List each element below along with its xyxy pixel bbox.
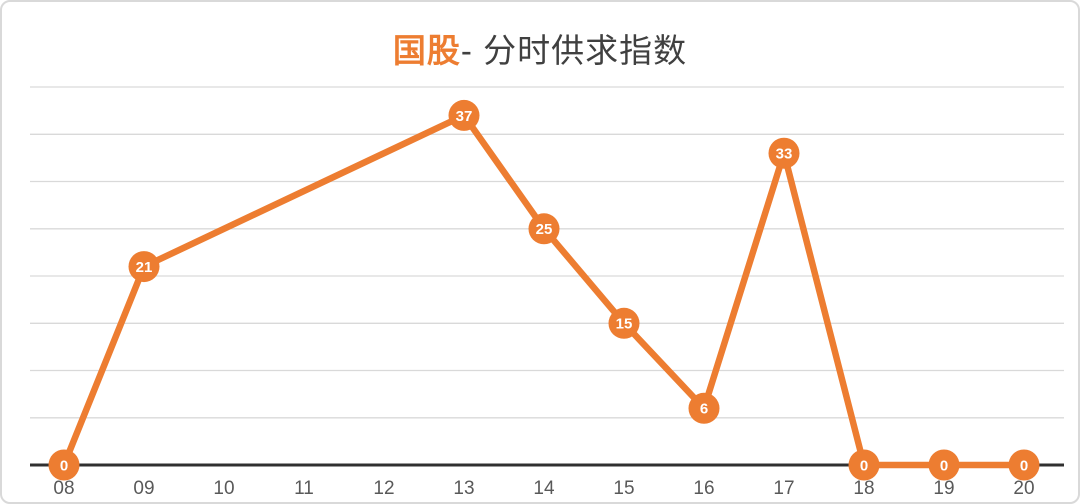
- x-axis-tick-label: 13: [453, 478, 474, 499]
- data-point-value-label: 15: [616, 316, 633, 333]
- data-point-value-label: 6: [700, 401, 708, 418]
- data-point-marker: [848, 449, 880, 481]
- x-axis-tick-label: 09: [133, 478, 154, 499]
- data-point-value-label: 0: [860, 457, 868, 474]
- data-point-value-label: 37: [456, 108, 473, 125]
- chart-title-highlight: 国股: [392, 32, 461, 69]
- data-point-marker: [48, 449, 80, 481]
- x-axis-tick-label: 15: [613, 478, 634, 499]
- data-point-value-label: 33: [776, 146, 793, 163]
- x-axis-tick-label: 19: [933, 478, 954, 499]
- x-axis-tick-label: 11: [294, 478, 314, 499]
- chart-title-rest: - 分时供求指数: [460, 32, 688, 69]
- x-axis-tick-label: 14: [533, 478, 555, 499]
- x-axis-tick-label: 17: [773, 478, 794, 499]
- x-axis-tick-label: 16: [693, 478, 714, 499]
- data-point-value-label: 0: [1020, 457, 1028, 474]
- data-point-value-label: 0: [940, 457, 948, 474]
- x-axis-tick-label: 20: [1013, 478, 1034, 499]
- data-point-value-label: 21: [136, 259, 153, 276]
- series-line: [60, 112, 1028, 469]
- data-point-marker: [928, 449, 960, 481]
- x-axis-tick-label: 08: [53, 478, 74, 499]
- data-point-marker: [768, 137, 800, 169]
- data-point-marker: [688, 392, 720, 424]
- x-axis-tick-label: 12: [373, 478, 394, 499]
- data-point-marker: [608, 307, 640, 339]
- data-point-value-label: 0: [60, 457, 68, 474]
- data-point-marker: [528, 213, 560, 245]
- data-point-value-label: 25: [536, 221, 553, 238]
- data-point-marker: [1008, 449, 1040, 481]
- data-point-marker: [128, 251, 160, 283]
- x-axis-tick-label: 18: [853, 478, 874, 499]
- chart-title: 国股- 分时供求指数: [2, 24, 1078, 72]
- data-point-marker: [448, 99, 480, 131]
- x-axis-tick-label: 10: [213, 478, 234, 499]
